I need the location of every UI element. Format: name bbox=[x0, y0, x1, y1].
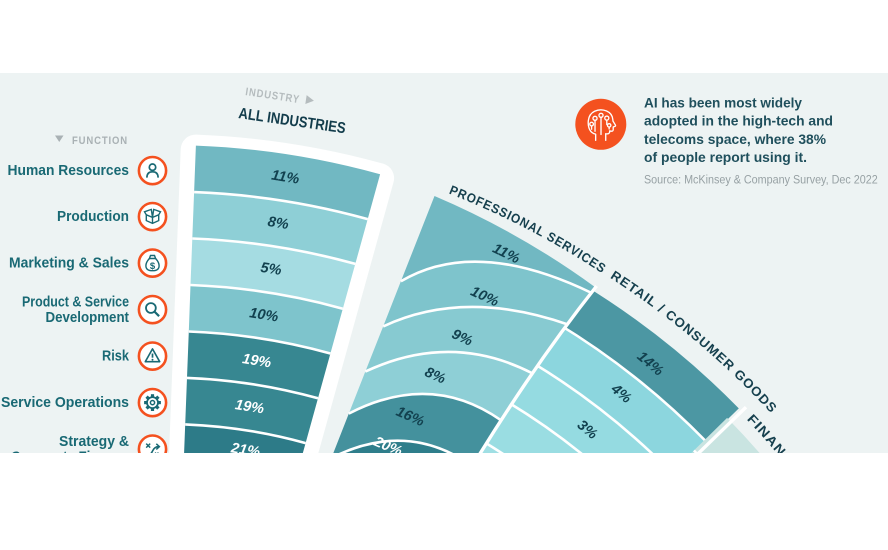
svg-text:$: $ bbox=[150, 261, 156, 272]
svg-text:Corporate Finance: Corporate Finance bbox=[11, 448, 129, 465]
svg-text:10%: 10% bbox=[248, 305, 279, 325]
svg-text:8%: 8% bbox=[422, 364, 448, 387]
svg-text:telecoms space, where 38%: telecoms space, where 38% bbox=[644, 131, 827, 147]
svg-text:Development: Development bbox=[46, 309, 130, 326]
svg-text:19%: 19% bbox=[234, 397, 265, 417]
svg-text:8%: 8% bbox=[267, 214, 290, 233]
svg-text:Risk: Risk bbox=[102, 348, 130, 365]
svg-text:Product & Service: Product & Service bbox=[22, 293, 129, 310]
svg-text:adopted in the high-tech and: adopted in the high-tech and bbox=[644, 113, 833, 129]
svg-text:Human Resources: Human Resources bbox=[8, 162, 130, 179]
svg-text:Production: Production bbox=[57, 208, 129, 225]
svg-text:of people report using it.: of people report using it. bbox=[644, 149, 807, 165]
svg-text:Service Operations: Service Operations bbox=[1, 394, 129, 411]
svg-text:5%: 5% bbox=[259, 260, 282, 279]
svg-text:FUNCTION: FUNCTION bbox=[72, 135, 128, 147]
svg-text:19%: 19% bbox=[241, 351, 272, 371]
svg-text:11%: 11% bbox=[270, 168, 300, 188]
svg-text:Marketing & Sales: Marketing & Sales bbox=[9, 255, 129, 272]
svg-text:Source: McKinsey & Company Sur: Source: McKinsey & Company Survey, Dec 2… bbox=[644, 173, 878, 187]
svg-text:Strategy &: Strategy & bbox=[59, 433, 129, 450]
svg-text:21%: 21% bbox=[229, 440, 261, 460]
svg-text:AI has been most widely: AI has been most widely bbox=[644, 95, 802, 111]
